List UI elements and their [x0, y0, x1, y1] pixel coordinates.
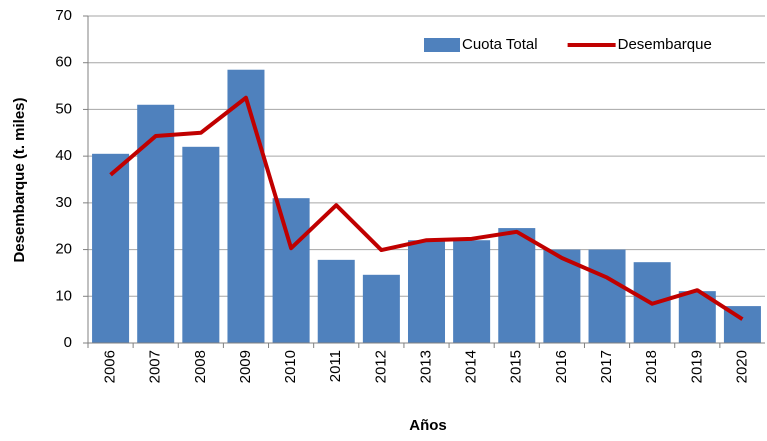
bar	[453, 240, 491, 343]
bar	[498, 228, 536, 343]
legend-label: Desembarque	[618, 36, 712, 53]
x-tick-label: 2015	[508, 350, 525, 383]
line	[109, 95, 744, 321]
bar	[182, 146, 220, 343]
y-tick-label: 60	[55, 54, 72, 71]
x-tick-label: 2020	[733, 350, 750, 383]
y-axis-title: Desembarque (t. miles)	[11, 97, 28, 262]
x-tick-label: 2007	[147, 350, 164, 383]
y-tick-label: 20	[55, 241, 72, 258]
bar	[362, 274, 400, 343]
bar	[227, 69, 265, 343]
x-tick-label: 2019	[688, 350, 705, 383]
x-tick-label: 2016	[553, 350, 570, 383]
x-tick-label: 2012	[372, 350, 389, 383]
x-tick-label: 2011	[327, 350, 344, 382]
y-tick-label: 70	[55, 7, 72, 24]
y-tick-label: 40	[55, 147, 72, 164]
y-tick-label: 50	[55, 100, 72, 117]
x-tick-label: 2017	[598, 350, 615, 383]
legend-swatch	[424, 38, 460, 52]
bar	[272, 198, 310, 343]
bar	[92, 153, 130, 343]
bar	[317, 259, 355, 343]
x-tick-label: 2010	[282, 350, 299, 383]
x-tick-label: 2018	[643, 350, 660, 383]
bar	[137, 104, 175, 343]
bar	[588, 249, 626, 343]
legend-label: Cuota Total	[462, 36, 538, 53]
bar	[407, 240, 446, 343]
x-tick-label: 2014	[463, 350, 480, 383]
x-tick-label: 2009	[237, 350, 254, 383]
y-tick-label: 10	[55, 287, 72, 304]
y-tick-label: 30	[55, 194, 72, 211]
y-tick-label: 0	[64, 334, 72, 351]
x-tick-label: 2013	[417, 350, 434, 383]
x-axis-title: Años	[409, 417, 447, 434]
x-tick-label: 2008	[192, 350, 209, 383]
x-tick-label: 2006	[102, 350, 119, 383]
